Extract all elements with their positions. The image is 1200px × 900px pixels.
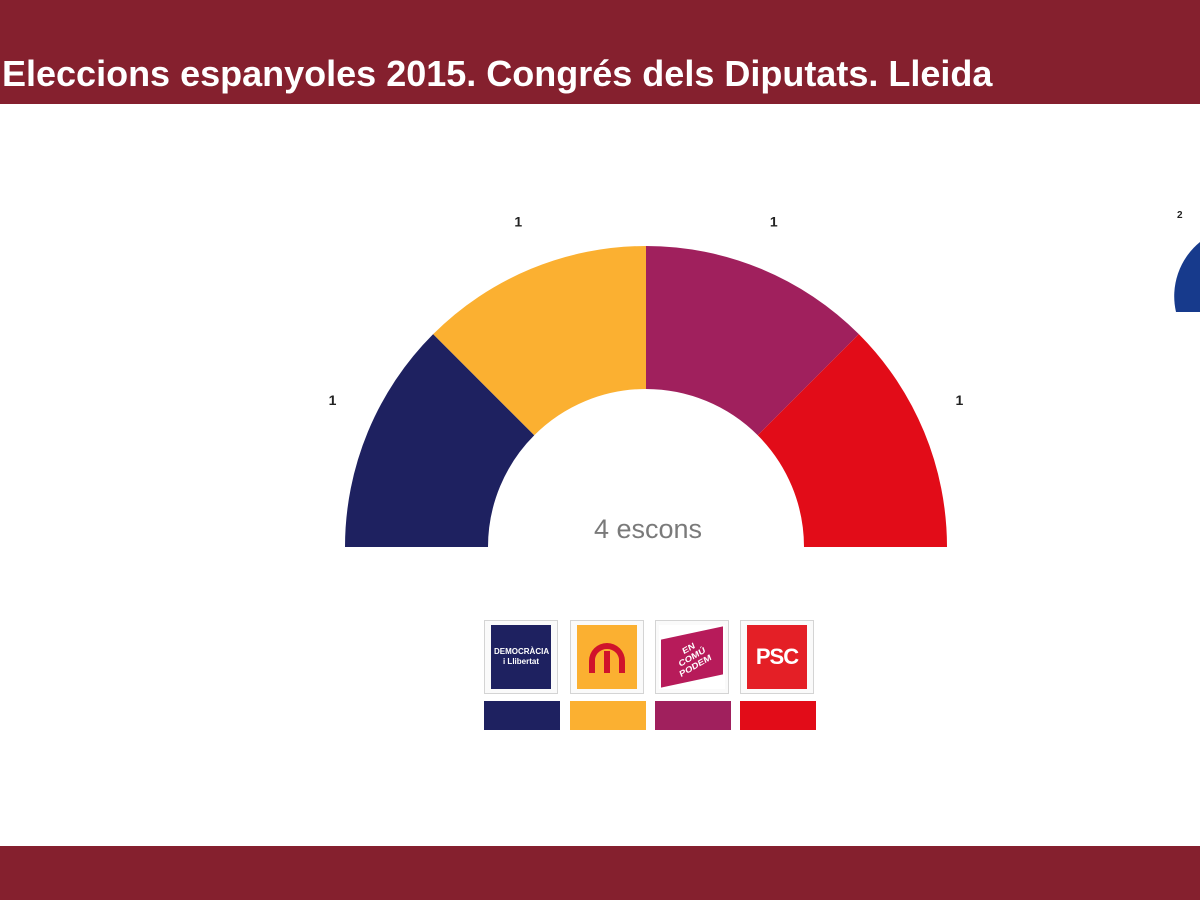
seat-count-label-3: 1 [770, 214, 778, 230]
footer-band [0, 846, 1200, 900]
seat-count-label-1: 1 [329, 392, 337, 408]
partial-hemicycle-segment [1174, 242, 1200, 312]
seat-total-label: 4 escons [594, 514, 702, 544]
legend-logo-psc: PSC [740, 620, 814, 694]
hemicycle-segment-4 [757, 334, 947, 547]
partial-seat-label: 2 [1177, 210, 1183, 221]
democracia-i-llibertat-logo: DEMOCRÀCIA i Llibertat [491, 625, 551, 689]
hemicycle-segment-2 [433, 246, 646, 436]
legend-swatch-2 [570, 701, 646, 730]
erc-logo [577, 625, 637, 689]
psc-logo: PSC [747, 625, 807, 689]
legend-swatch-1 [484, 701, 560, 730]
hemicycle-segment-1 [345, 334, 535, 547]
legend-logo-en-comu-podem: EN COMÚ PODEM [655, 620, 729, 694]
page-title: Eleccions espanyoles 2015. Congrés dels … [2, 54, 993, 94]
erc-icon [589, 643, 625, 673]
legend-swatch-3 [655, 701, 731, 730]
legend-swatch-4 [740, 701, 816, 730]
header-band [0, 0, 1200, 104]
seat-count-label-2: 1 [514, 214, 522, 230]
en-comu-podem-logo: EN COMÚ PODEM [659, 625, 725, 689]
seat-count-label-4: 1 [956, 392, 964, 408]
legend-logo-erc [570, 620, 644, 694]
hemicycle-chart: 1 1 1 1 4 escons [329, 214, 964, 547]
hemicycle-segment-3 [646, 246, 859, 436]
legend-logo-democracia-i-llibertat: DEMOCRÀCIA i Llibertat [484, 620, 558, 694]
